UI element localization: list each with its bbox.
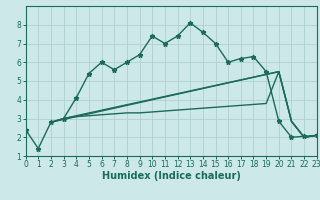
X-axis label: Humidex (Indice chaleur): Humidex (Indice chaleur) bbox=[102, 171, 241, 181]
